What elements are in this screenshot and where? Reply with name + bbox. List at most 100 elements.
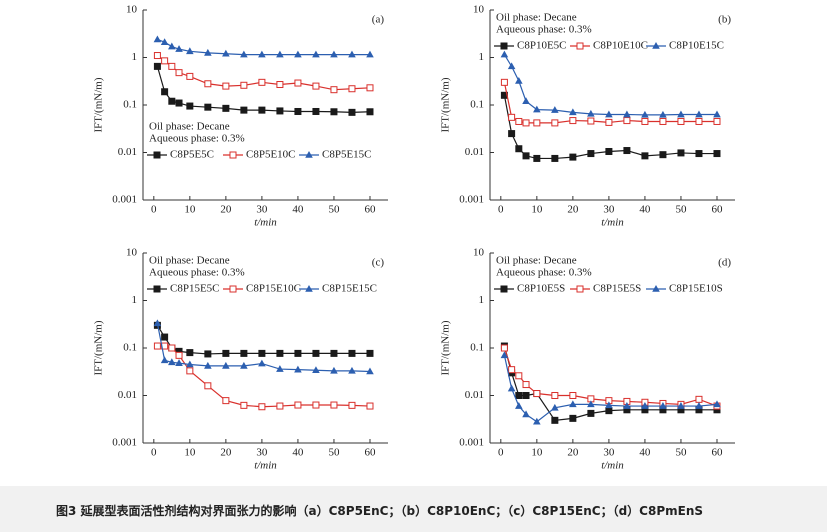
point	[160, 38, 169, 45]
point	[175, 99, 183, 107]
point	[533, 417, 541, 425]
y-tick-label: 1	[479, 51, 485, 63]
y-axis-label: IFT/(mN/m)	[93, 320, 105, 375]
point	[168, 358, 176, 366]
annotation: Aqueous phase: 0.3%	[149, 133, 245, 145]
y-tick-label: 1	[132, 51, 138, 63]
point	[276, 50, 284, 58]
x-tick-label: 0	[498, 204, 504, 216]
point	[551, 119, 559, 127]
caption: 图3 延展型表面活性剂结构对界面张力的影响（a）C8P5EnC；（b）C8P10…	[56, 504, 704, 518]
point	[160, 356, 169, 364]
y-tick-label: 0.01	[465, 146, 484, 158]
point	[161, 57, 169, 65]
panel: 0.001 0.01 0.1 1 10 0 10 20 30 40 50 60 t/min IFT/(mN…	[440, 4, 735, 229]
x-tick-label: 50	[328, 204, 340, 216]
point	[695, 395, 703, 403]
point	[522, 152, 530, 160]
point	[312, 82, 320, 90]
point	[659, 402, 667, 409]
x-tick-label: 60	[364, 447, 376, 459]
x-tick-label: 10	[531, 204, 543, 216]
legend-label: C8P10E15C	[669, 40, 724, 52]
legend-label: C8P10E10C	[593, 40, 648, 52]
point	[605, 118, 613, 126]
point	[515, 77, 523, 84]
point	[330, 401, 338, 409]
point	[515, 372, 523, 380]
series-line	[503, 54, 717, 116]
legend-label: C8P15E10S	[669, 283, 723, 295]
point	[330, 108, 338, 116]
point	[507, 384, 516, 392]
point	[605, 147, 613, 155]
point	[366, 108, 374, 116]
point	[258, 78, 266, 86]
point	[186, 72, 194, 80]
x-axis-label: t/min	[601, 217, 624, 229]
point	[204, 80, 212, 88]
point	[168, 42, 176, 50]
point	[348, 108, 356, 116]
point	[276, 402, 284, 410]
point	[366, 84, 374, 92]
point	[312, 401, 320, 409]
point	[175, 45, 183, 52]
point	[204, 361, 212, 369]
point	[186, 367, 194, 375]
point	[641, 117, 649, 125]
point	[294, 107, 302, 115]
point	[330, 349, 338, 357]
point	[348, 366, 356, 374]
point	[659, 151, 667, 159]
y-axis-label: IFT/(mN/m)	[440, 77, 452, 132]
panel: 0.001 0.01 0.1 1 10 0 10 20 30 40 50 60 t/min IFT/(mN…	[93, 4, 388, 229]
point	[312, 349, 320, 357]
legend-label: C8P10E5C	[517, 40, 567, 52]
point	[366, 367, 374, 375]
point	[312, 50, 320, 58]
point	[294, 50, 302, 58]
point	[330, 86, 338, 94]
point	[605, 401, 613, 409]
point	[508, 130, 516, 138]
x-tick-label: 0	[498, 447, 504, 459]
point	[713, 150, 721, 158]
point	[240, 401, 248, 409]
x-tick-label: 30	[256, 204, 268, 216]
point	[330, 50, 338, 58]
point	[623, 110, 631, 118]
x-tick-label: 0	[151, 204, 157, 216]
point	[240, 81, 248, 89]
legend-marker	[652, 285, 660, 292]
legend-label: C8P15E5S	[593, 283, 641, 295]
point	[677, 110, 685, 118]
point	[258, 359, 266, 367]
y-tick-label: 10	[473, 247, 485, 259]
legend-marker	[576, 42, 584, 50]
annotation: Oil phase: Decane	[496, 12, 577, 24]
point	[175, 359, 183, 366]
point	[222, 397, 230, 405]
point	[222, 82, 230, 90]
point	[569, 108, 577, 116]
legend-marker	[576, 285, 584, 293]
point	[366, 50, 374, 58]
panel-label: (c)	[372, 257, 385, 269]
annotation: Oil phase: Decane	[496, 255, 577, 267]
y-tick-label: 0.001	[459, 437, 484, 449]
y-tick-label: 0.001	[112, 194, 137, 206]
x-tick-label: 60	[711, 204, 723, 216]
x-tick-label: 40	[639, 204, 651, 216]
x-axis-label: t/min	[601, 460, 624, 472]
y-tick-label: 0.1	[123, 342, 137, 354]
point	[153, 62, 161, 70]
point	[258, 106, 266, 114]
x-tick-label: 30	[603, 447, 615, 459]
point	[533, 105, 541, 113]
point	[330, 366, 338, 374]
x-tick-label: 20	[220, 447, 232, 459]
annotation: Aqueous phase: 0.3%	[149, 267, 245, 279]
point	[515, 117, 523, 125]
